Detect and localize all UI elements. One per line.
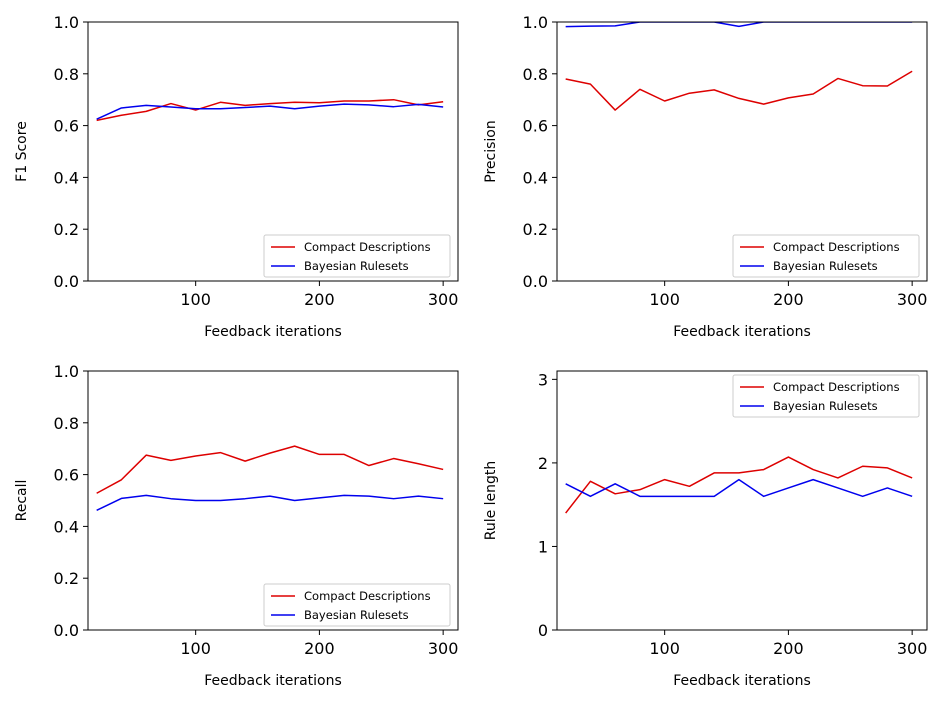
rule-length-series-group (565, 456, 913, 514)
f1-score-ytick-label: 0.0 (54, 272, 79, 291)
recall-xlabel: Feedback iterations (204, 673, 342, 689)
precision-legend: Compact Descriptions Bayesian Rulesets (732, 234, 920, 278)
f1-score-ytick-label: 1.0 (54, 13, 79, 32)
precision-xtick-label: 100 (649, 290, 680, 309)
rule-length-series-bayesian-rulesets (565, 478, 913, 498)
rule-length-panel: 0 1 2 3 100 200 300 Feedback iterations Rule len… (483, 370, 928, 689)
rule-length-xtick-label: 200 (773, 639, 804, 658)
recall-ytick-label: 0.0 (54, 621, 79, 640)
rule-length-legend-label: Bayesian Rulesets (773, 399, 878, 413)
rule-length-xlabel: Feedback iterations (673, 673, 811, 689)
rule-length-xtick-label: 300 (897, 639, 928, 658)
precision-xlabel: Feedback iterations (673, 324, 811, 340)
rule-length-ylabel: Rule length (483, 461, 499, 541)
rule-length-axes-frame (556, 370, 928, 631)
f1-score-ytick-label: 0.2 (54, 220, 79, 239)
precision-series-bayesian-rulesets (565, 22, 913, 28)
precision-ytick-label: 0.2 (523, 220, 548, 239)
precision-legend-box (732, 234, 920, 278)
f1-score-panel: 0.0 0.2 0.4 0.6 0.8 1.0 100 200 300 Feedback iter… (14, 13, 459, 340)
recall-legend-label: Compact Descriptions (304, 589, 431, 603)
precision-ylabel: Precision (483, 120, 499, 182)
recall-legend-box (263, 583, 451, 627)
f1-score-series-group (96, 98, 444, 122)
recall-axes-frame (87, 370, 459, 631)
recall-series-group (96, 445, 444, 512)
f1-score-ytick-label: 0.6 (54, 117, 79, 136)
precision-series-compact-descriptions (565, 70, 913, 111)
recall-series-bayesian-rulesets (96, 494, 444, 512)
recall-ylabel: Recall (14, 480, 30, 522)
rule-length-legend-box (732, 374, 920, 418)
recall-panel: 0.0 0.2 0.4 0.6 0.8 1.0 100 200 300 Feedback iter… (14, 362, 459, 689)
f1-score-ytick-label: 0.8 (54, 65, 79, 84)
f1-score-xtick-label: 100 (180, 290, 211, 309)
recall-legend-label: Bayesian Rulesets (304, 608, 409, 622)
rule-length-ytick-label: 0 (538, 621, 548, 640)
recall-legend: Compact Descriptions Bayesian Rulesets (263, 583, 451, 627)
recall-xtick-label: 200 (304, 639, 335, 658)
rule-length-ytick-label: 1 (538, 537, 548, 556)
precision-axes-frame (556, 21, 928, 282)
recall-ytick-label: 0.6 (54, 466, 79, 485)
precision-xtick-label: 300 (897, 290, 928, 309)
rule-length-legend: Compact Descriptions Bayesian Rulesets (732, 374, 920, 418)
rule-length-ytick-label: 2 (538, 454, 548, 473)
f1-score-legend-label: Bayesian Rulesets (304, 259, 409, 273)
precision-ytick-label: 0.8 (523, 65, 548, 84)
recall-xtick-label: 300 (428, 639, 459, 658)
f1-score-xtick-label: 200 (304, 290, 335, 309)
precision-legend-label: Compact Descriptions (773, 240, 900, 254)
precision-xtick-label: 200 (773, 290, 804, 309)
f1-score-series-compact-descriptions (96, 98, 444, 122)
f1-score-series-bayesian-rulesets (96, 103, 444, 120)
precision-legend-label: Bayesian Rulesets (773, 259, 878, 273)
precision-ytick-label: 0.6 (523, 117, 548, 136)
rule-length-legend-label: Compact Descriptions (773, 380, 900, 394)
recall-ytick-label: 1.0 (54, 362, 79, 381)
f1-score-axes-frame (87, 21, 459, 282)
f1-score-legend: Compact Descriptions Bayesian Rulesets (263, 234, 451, 278)
recall-ytick-label: 0.2 (54, 569, 79, 588)
precision-ytick-label: 1.0 (523, 13, 548, 32)
f1-score-xlabel: Feedback iterations (204, 324, 342, 340)
f1-score-legend-box (263, 234, 451, 278)
precision-panel: 0.0 0.2 0.4 0.6 0.8 1.0 100 200 300 Feedback iter… (483, 13, 928, 340)
rule-length-ytick-label: 3 (538, 370, 548, 389)
f1-score-legend-label: Compact Descriptions (304, 240, 431, 254)
precision-ytick-label: 0.0 (523, 272, 548, 291)
f1-score-ylabel: F1 Score (14, 121, 30, 182)
rule-length-xtick-label: 100 (649, 639, 680, 658)
rule-length-series-compact-descriptions (565, 456, 913, 514)
recall-series-compact-descriptions (96, 445, 444, 494)
precision-series-group (565, 22, 913, 111)
f1-score-ytick-label: 0.4 (54, 168, 79, 187)
precision-ytick-label: 0.4 (523, 168, 548, 187)
f1-score-xtick-label: 300 (428, 290, 459, 309)
recall-xtick-label: 100 (180, 639, 211, 658)
recall-ytick-label: 0.4 (54, 517, 79, 536)
recall-ytick-label: 0.8 (54, 414, 79, 433)
